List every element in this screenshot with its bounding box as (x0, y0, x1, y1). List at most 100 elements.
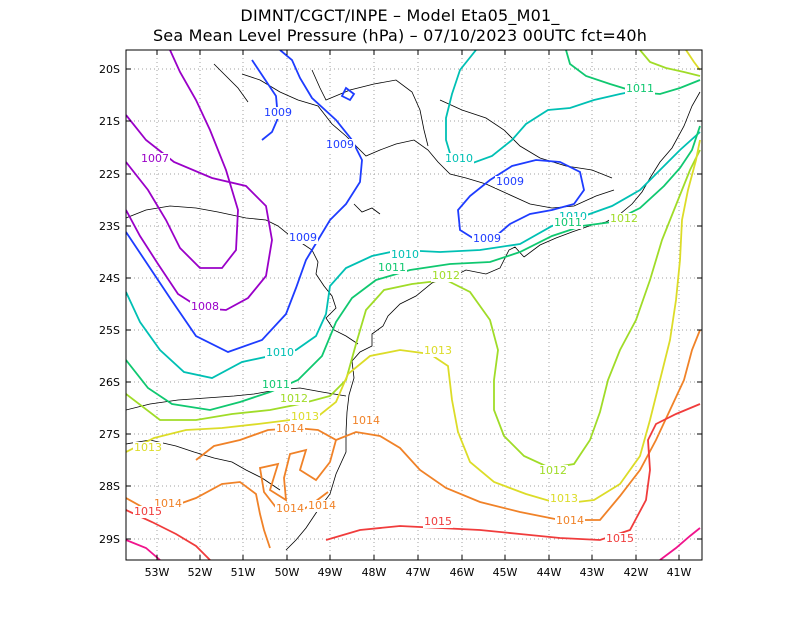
lat-tick-label: 23S (99, 220, 120, 233)
contour-label: 1014 (308, 499, 336, 512)
lat-tick-label: 22S (99, 168, 120, 181)
contour-label: 1013 (134, 441, 162, 454)
contour-label: 1009 (289, 231, 317, 244)
contour-label-bg (377, 262, 407, 274)
contour-label: 1013 (550, 492, 578, 505)
contour-label-bg (133, 442, 163, 454)
contour-label-bg (325, 139, 355, 151)
contour-1009-small (340, 86, 356, 102)
contour-label-bg (279, 393, 309, 405)
contour-1012-north (639, 50, 701, 77)
contour-label-bg (290, 411, 320, 423)
lon-tick-label: 41W (667, 566, 692, 579)
contour-label-bg (625, 83, 655, 95)
contour-label-bg (140, 153, 170, 165)
contour-1016 (126, 539, 161, 560)
lon-tick-label: 48W (362, 566, 387, 579)
contour-label: 1008 (191, 300, 219, 313)
contour-label: 1009 (473, 232, 501, 245)
contour-1013-north (685, 50, 701, 71)
lon-tick-label: 53W (145, 566, 170, 579)
contour-label: 1014 (276, 502, 304, 515)
contour-label-bg (265, 347, 295, 359)
lon-tick-label: 52W (188, 566, 213, 579)
lon-tick-label: 50W (275, 566, 300, 579)
contour-1007 (126, 50, 239, 269)
contour-label-bg (307, 500, 337, 512)
contour-label-bg (263, 107, 293, 119)
lat-tick-label: 26S (99, 376, 120, 389)
contour-label-bg (423, 345, 453, 357)
contour-label: 1011 (554, 216, 582, 229)
contour-1011 (126, 125, 701, 411)
contour-1009 (126, 50, 363, 353)
contour-label: 1015 (424, 515, 452, 528)
state-border (126, 387, 347, 411)
contour-label-bg (190, 301, 220, 313)
lon-tick-label: 46W (450, 566, 475, 579)
state-border (353, 203, 381, 215)
map-title-line-2: Sea Mean Level Pressure (hPa) – 07/10/20… (152, 26, 648, 45)
contour-label: 1012 (610, 212, 638, 225)
contour-label: 1011 (378, 261, 406, 274)
contour-1011-north (565, 50, 701, 95)
contour-label-bg (351, 415, 381, 427)
contour-1016-east (659, 527, 701, 560)
pressure-contours (126, 50, 701, 560)
lon-tick-label: 43W (580, 566, 605, 579)
lon-tick-label: 49W (318, 566, 343, 579)
contour-label: 1009 (264, 106, 292, 119)
lat-tick-label: 24S (99, 272, 120, 285)
contour-label-bg (444, 153, 474, 165)
lon-tick-label: 51W (231, 566, 256, 579)
contour-label: 1015 (134, 505, 162, 518)
contour-label-bg (555, 515, 585, 527)
lon-tick-label: 45W (493, 566, 518, 579)
contour-1010-north (445, 50, 641, 165)
contour-label-bg (609, 213, 639, 225)
contour-label: 1009 (326, 138, 354, 151)
contour-label: 1013 (291, 410, 319, 423)
contour-label-bg (549, 493, 579, 505)
contour-label-bg (431, 270, 461, 282)
contour-label: 1011 (262, 378, 290, 391)
contour-label: 1010 (266, 346, 294, 359)
contour-label: 1007 (141, 152, 169, 165)
contour-label-bg (553, 217, 583, 229)
contour-1009-west (251, 59, 279, 141)
contour-label-bg (133, 506, 163, 518)
state-border (241, 73, 615, 209)
contour-label-bg (275, 503, 305, 515)
lat-tick-label: 20S (99, 63, 120, 76)
axis-ticks: 53W 52W 51W 50W 49W 48W 47W 46W 45W 44W 43W 42W 41W 2… (99, 50, 702, 579)
contour-label: 1009 (496, 175, 524, 188)
contour-label-bg (472, 233, 502, 245)
contour-label: 1014 (352, 414, 380, 427)
contour-label-bg (390, 249, 420, 261)
lat-tick-label: 21S (99, 115, 120, 128)
lat-tick-label: 25S (99, 324, 120, 337)
contour-label: 1010 (391, 248, 419, 261)
contour-labels: 1007 1008 1009 1009 1009 1009 1009 1010 1010 1010… (133, 82, 655, 545)
contour-label: 1010 (445, 152, 473, 165)
plot-frame (125, 49, 703, 561)
contour-label-bg (261, 379, 291, 391)
state-border (213, 63, 249, 103)
map-title-line-1: DIMNT/CGCT/INPE – Model Eta05_M01_ (240, 6, 560, 25)
contour-label: 1011 (626, 82, 654, 95)
contour-label-bg (495, 176, 525, 188)
state-border (126, 205, 359, 345)
coastline-northeast (523, 91, 701, 258)
contour-label-bg (275, 423, 305, 435)
contour-1010 (126, 131, 701, 379)
lat-tick-label: 29S (99, 533, 120, 546)
lon-tick-label: 42W (624, 566, 649, 579)
lon-tick-label: 44W (537, 566, 562, 579)
contour-1015-south (325, 403, 701, 541)
state-border (439, 99, 613, 179)
contour-label-bg (605, 533, 635, 545)
contour-1013 (126, 139, 701, 505)
coastline (285, 246, 525, 551)
contour-label: 1014 (556, 514, 584, 527)
